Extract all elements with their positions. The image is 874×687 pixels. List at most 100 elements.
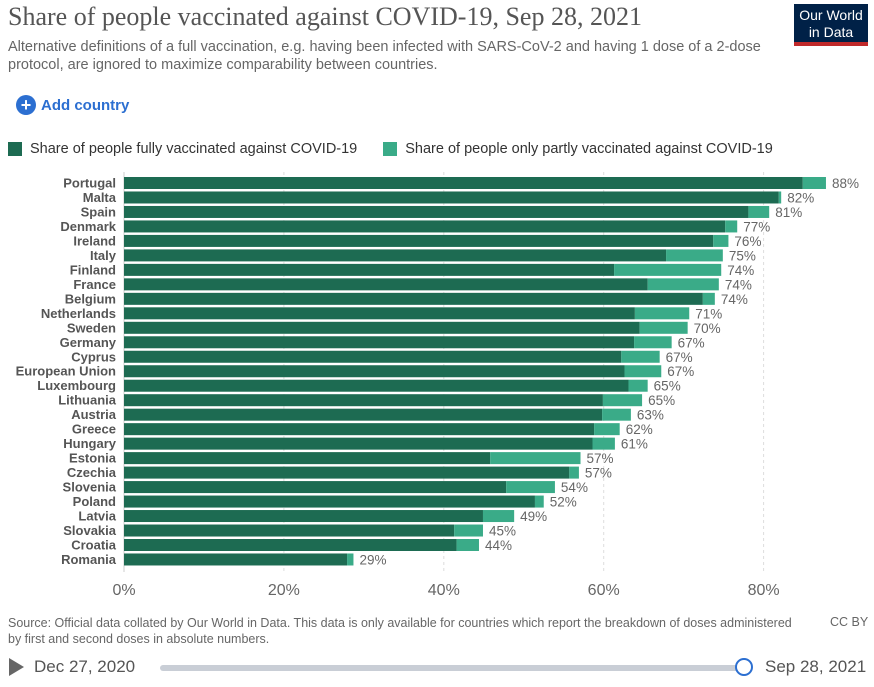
value-label: 61% [621,437,648,452]
bar-partly-vaccinated [490,452,581,465]
category-label: Germany [60,335,117,350]
value-label: 65% [654,379,681,394]
bar-partly-vaccinated [624,365,662,378]
x-tick-label: 80% [748,582,780,599]
category-label: Austria [71,407,117,422]
bar-partly-vaccinated [628,379,648,392]
bar-partly-vaccinated [748,205,770,218]
logo-line-1: Our World [799,7,863,23]
value-label: 74% [725,277,752,292]
value-label: 81% [775,205,802,220]
value-label: 82% [787,190,814,205]
bar-partly-vaccinated [778,191,782,204]
bar-partly-vaccinated [702,292,715,305]
value-label: 63% [637,408,664,423]
bar-partly-vaccinated [456,539,479,551]
chart-subtitle: Alternative definitions of a full vaccin… [8,39,761,73]
category-label: Italy [90,248,117,263]
timeline-slider-handle[interactable] [735,658,753,676]
bar-fully-vaccinated [124,292,703,305]
value-label: 45% [489,524,516,539]
owid-logo[interactable]: Our World in Data [794,4,868,46]
legend-item-fully[interactable]: Share of people fully vaccinated against… [8,141,357,157]
bar-partly-vaccinated [592,437,615,450]
play-icon[interactable] [9,658,24,676]
legend-item-partly[interactable]: Share of people only partly vaccinated a… [383,141,773,157]
source-note: Source: Official data collated by Our Wo… [8,616,792,646]
bar-fully-vaccinated [124,365,625,378]
value-label: 57% [585,466,612,481]
timeline-slider-track[interactable] [160,665,746,671]
bar-fully-vaccinated [124,321,640,334]
category-label: Latvia [78,509,116,524]
category-label: Malta [83,190,117,205]
add-country-label: Add country [41,96,130,114]
bar-fully-vaccinated [124,278,648,291]
bar-partly-vaccinated [602,394,643,407]
value-label: 62% [626,422,653,437]
logo-line-2: in Data [808,24,854,40]
bar-partly-vaccinated [634,336,672,349]
value-label: 52% [550,495,577,510]
bar-fully-vaccinated [124,177,803,189]
timeline: Dec 27, 2020 Sep 28, 2021 [0,652,874,684]
category-label: Denmark [60,219,116,234]
x-tick-label: 20% [268,582,300,599]
value-label: 76% [734,234,761,249]
bar-partly-vaccinated [621,350,660,363]
bar-fully-vaccinated [124,263,615,276]
plus-icon: + [16,95,36,115]
bar-fully-vaccinated [124,191,779,204]
value-label: 71% [695,306,722,321]
bar-fully-vaccinated [124,481,507,494]
add-country-button[interactable]: + Add country [16,95,129,115]
category-label: Hungary [63,436,117,451]
bar-fully-vaccinated [124,307,635,320]
bar-fully-vaccinated [124,553,348,566]
bar-partly-vaccinated [534,495,544,508]
value-label: 67% [666,350,693,365]
category-label: Romania [61,552,117,567]
value-label: 44% [485,538,512,553]
value-label: 74% [727,263,754,278]
value-label: 88% [832,176,859,191]
legend: Share of people fully vaccinated against… [8,141,799,157]
category-label: Poland [73,494,116,509]
legend-label-fully: Share of people fully vaccinated against… [30,141,358,157]
category-label: Sweden [67,320,116,335]
category-label: Lithuania [58,393,117,408]
category-label: Luxembourg [37,378,116,393]
bar-partly-vaccinated [802,177,826,189]
value-label: 67% [678,335,705,350]
category-label: Croatia [71,538,117,553]
bar-partly-vaccinated [347,553,354,566]
value-label: 29% [359,552,386,567]
bar-fully-vaccinated [124,350,622,363]
category-label: France [73,277,116,292]
bar-fully-vaccinated [124,205,749,218]
bar-fully-vaccinated [124,234,714,247]
value-label: 49% [520,509,547,524]
bar-partly-vaccinated [602,408,631,421]
bar-partly-vaccinated [639,321,688,334]
bar-partly-vaccinated [482,510,515,523]
bar-fully-vaccinated [124,539,457,551]
bar-partly-vaccinated [725,220,738,233]
x-tick-label: 40% [428,582,460,599]
license-label[interactable]: CC BY [830,615,869,629]
bar-fully-vaccinated [124,408,603,421]
timeline-start-date: Dec 27, 2020 [34,657,136,676]
bar-fully-vaccinated [124,379,629,392]
value-label: 65% [648,393,675,408]
bar-fully-vaccinated [124,249,667,262]
timeline-end-date: Sep 28, 2021 [765,657,867,676]
value-label: 54% [561,480,588,495]
value-label: 74% [721,292,748,307]
bar-fully-vaccinated [124,423,595,436]
bar-fully-vaccinated [124,466,570,479]
bar-partly-vaccinated [647,278,719,291]
bar-partly-vaccinated [713,234,729,247]
category-label: Portugal [63,176,116,191]
bar-fully-vaccinated [124,510,483,523]
x-tick-label: 60% [588,582,620,599]
